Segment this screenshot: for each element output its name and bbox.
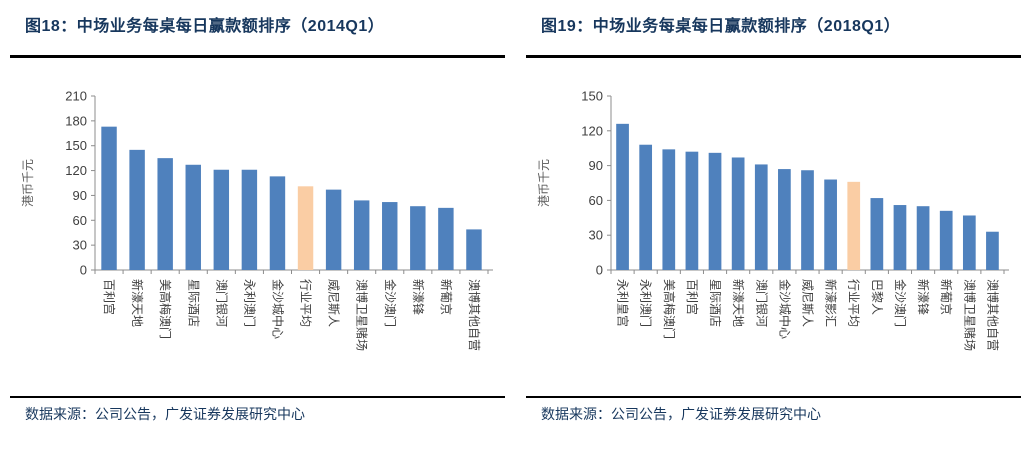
svg-text:百利宫: 百利宫: [685, 279, 700, 315]
svg-text:威尼斯人: 威尼斯人: [801, 279, 815, 327]
svg-text:美高梅澳门: 美高梅澳门: [158, 279, 173, 339]
title-divider: [526, 55, 1021, 58]
svg-text:星际酒店: 星际酒店: [186, 279, 200, 327]
chart-title-2018q1: 图19：中场业务每桌每日赢款额排序（2018Q1）: [541, 18, 901, 35]
svg-text:威尼斯人: 威尼斯人: [327, 279, 341, 327]
svg-text:永利皇宫: 永利皇宫: [616, 279, 631, 327]
svg-text:30: 30: [73, 238, 87, 253]
svg-text:180: 180: [65, 113, 87, 128]
svg-text:150: 150: [581, 89, 603, 104]
svg-text:新葡京: 新葡京: [939, 279, 954, 315]
chart-title-2014q1: 图18：中场业务每桌每日赢款额排序（2014Q1）: [25, 18, 385, 35]
svg-text:金沙澳门: 金沙澳门: [893, 279, 908, 327]
svg-text:港币千元: 港币千元: [21, 159, 35, 207]
svg-text:金沙澳门: 金沙澳门: [383, 279, 398, 327]
svg-text:120: 120: [581, 123, 603, 138]
svg-text:210: 210: [65, 89, 87, 104]
svg-text:60: 60: [73, 213, 87, 228]
svg-text:澳博卫星赌场: 澳博卫星赌场: [355, 279, 370, 351]
title-divider: [10, 55, 505, 58]
bar-chart-2018q1: 港币千元 0 30 60 90 120 150 永利皇宫 永利澳门 美高梅澳门 百利宫 星际酒店 新濠天…: [537, 89, 1009, 351]
svg-text:澳门银河: 澳门银河: [214, 279, 229, 327]
chart-panel-2014q1: 图18：中场业务每桌每日赢款额排序（2014Q1） 港币千元 0 30 60 90 120…: [10, 18, 505, 422]
svg-text:新濠影汇: 新濠影汇: [824, 279, 839, 327]
svg-text:百利宫: 百利宫: [102, 279, 117, 315]
svg-text:永利澳门: 永利澳门: [639, 279, 654, 327]
svg-text:美高梅澳门: 美高梅澳门: [662, 279, 677, 339]
svg-text:0: 0: [596, 263, 603, 278]
svg-text:永利澳门: 永利澳门: [242, 279, 257, 327]
svg-text:澳博卫星赌场: 澳博卫星赌场: [962, 279, 977, 351]
svg-text:澳博其他自营: 澳博其他自营: [985, 279, 1000, 351]
svg-text:新濠天地: 新濠天地: [731, 279, 746, 327]
svg-text:金沙城中心: 金沙城中心: [777, 279, 792, 339]
source-note: 数据来源：公司公告，广发证券发展研究中心: [541, 406, 821, 422]
svg-text:行业平均: 行业平均: [299, 279, 313, 327]
svg-text:星际酒店: 星际酒店: [708, 279, 722, 327]
svg-text:澳博其他自营: 澳博其他自营: [467, 279, 482, 351]
svg-text:澳门银河: 澳门银河: [754, 279, 769, 327]
svg-text:港币千元: 港币千元: [537, 159, 551, 207]
svg-text:新濠锋: 新濠锋: [916, 279, 931, 315]
svg-text:巴黎人: 巴黎人: [870, 279, 884, 315]
bar-chart-2014q1: 港币千元0306090120150180210百利宫 新濠天地 美高梅澳门 星际酒店澳…: [21, 89, 493, 351]
svg-text:新葡京: 新葡京: [439, 279, 454, 315]
chart-panel-2018q1: 图19：中场业务每桌每日赢款额排序（2018Q1） 港币千元 0 30 60 90 120…: [516, 0, 1032, 450]
source-note: 数据来源：公司公告，广发证券发展研究中心: [25, 406, 305, 422]
svg-text:0: 0: [80, 263, 87, 278]
svg-text:60: 60: [589, 193, 603, 208]
svg-text:行业平均: 行业平均: [847, 279, 861, 327]
svg-text:金沙城中心: 金沙城中心: [270, 279, 285, 339]
footer-divider: [526, 396, 1021, 398]
svg-text:新濠锋: 新濠锋: [411, 279, 426, 315]
svg-text:90: 90: [73, 188, 87, 203]
svg-text:150: 150: [65, 138, 87, 153]
svg-text:新濠天地: 新濠天地: [130, 279, 145, 327]
svg-text:90: 90: [589, 158, 603, 173]
svg-text:30: 30: [589, 228, 603, 243]
svg-text:120: 120: [65, 163, 87, 178]
footer-divider: [10, 396, 505, 398]
